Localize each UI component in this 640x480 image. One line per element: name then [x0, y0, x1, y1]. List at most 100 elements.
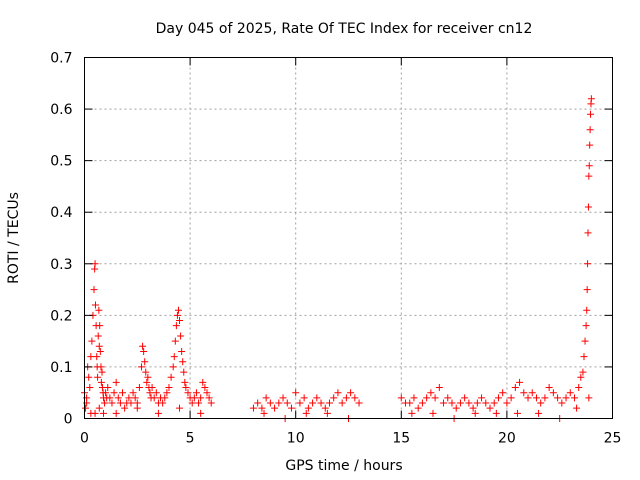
data-point: [112, 378, 120, 386]
data-point: [119, 389, 127, 397]
data-point: [304, 404, 312, 412]
data-point: [545, 384, 553, 392]
data-point: [159, 399, 167, 407]
data-point: [321, 404, 329, 412]
data-point: [101, 399, 109, 407]
data-point: [190, 394, 198, 402]
data-point: [287, 404, 295, 412]
data-point: [473, 399, 481, 407]
data-point: [562, 394, 570, 402]
data-points: [81, 95, 595, 422]
x-tick-label: 10: [287, 431, 305, 447]
data-point: [313, 394, 321, 402]
data-point: [112, 409, 120, 417]
data-point: [192, 389, 200, 397]
data-point: [414, 404, 422, 412]
data-point: [471, 409, 479, 417]
data-point: [490, 399, 498, 407]
data-point: [260, 409, 268, 417]
data-point: [351, 394, 359, 402]
data-point: [181, 378, 189, 386]
data-point: [535, 409, 543, 417]
data-point: [532, 394, 540, 402]
data-point: [121, 404, 129, 412]
data-point: [108, 399, 116, 407]
data-point: [262, 394, 270, 402]
data-point: [163, 389, 171, 397]
data-point: [127, 399, 135, 407]
data-point: [131, 394, 139, 402]
data-point: [275, 399, 283, 407]
data-point: [96, 347, 104, 355]
data-point: [520, 389, 528, 397]
data-point: [325, 399, 333, 407]
data-point: [91, 409, 99, 417]
data-point: [583, 286, 591, 294]
data-point: [143, 378, 151, 386]
data-point: [347, 389, 355, 397]
data-point: [87, 353, 95, 361]
data-point: [440, 399, 448, 407]
data-point: [338, 399, 346, 407]
data-point: [587, 95, 595, 103]
x-tick-label: 20: [498, 431, 516, 447]
data-point: [503, 399, 511, 407]
data-point: [199, 378, 207, 386]
data-point: [427, 389, 435, 397]
data-point: [584, 260, 592, 268]
data-point: [302, 409, 310, 417]
data-point: [423, 394, 431, 402]
data-point: [469, 404, 477, 412]
data-point: [178, 347, 186, 355]
data-point: [110, 389, 118, 397]
data-point: [97, 363, 105, 371]
data-point: [98, 368, 106, 376]
y-tick-label: 0: [64, 412, 73, 428]
data-point: [283, 399, 291, 407]
data-point: [478, 394, 486, 402]
data-point: [586, 141, 594, 149]
data-point: [197, 409, 205, 417]
data-point: [435, 384, 443, 392]
data-point: [141, 358, 149, 366]
data-point: [397, 394, 405, 402]
data-point: [85, 373, 93, 381]
data-point: [201, 384, 209, 392]
data-point: [97, 378, 105, 386]
y-tick-label: 0.3: [50, 257, 72, 273]
data-point: [139, 342, 147, 350]
x-axis-label: GPS time / hours: [285, 458, 402, 474]
data-point: [573, 404, 581, 412]
data-point: [586, 126, 594, 134]
data-point: [86, 384, 94, 392]
data-point: [173, 311, 181, 319]
x-tick-label: 0: [80, 431, 89, 447]
data-point: [410, 394, 418, 402]
data-point: [444, 394, 452, 402]
data-point: [584, 229, 592, 237]
data-point: [317, 399, 325, 407]
data-point: [482, 399, 490, 407]
y-tick-label: 0.1: [50, 360, 72, 376]
data-point: [167, 373, 175, 381]
x-tick-label: 25: [604, 431, 622, 447]
data-point: [582, 322, 590, 330]
data-point: [180, 368, 188, 376]
data-point: [429, 409, 437, 417]
data-point: [537, 399, 545, 407]
data-point: [100, 409, 108, 417]
data-point: [82, 404, 90, 412]
data-point: [114, 394, 122, 402]
data-point: [88, 337, 96, 345]
data-point: [93, 353, 101, 361]
data-point: [583, 306, 591, 314]
data-point: [296, 399, 304, 407]
data-point: [585, 162, 593, 170]
data-point: [279, 394, 287, 402]
data-point: [152, 389, 160, 397]
data-point: [140, 347, 148, 355]
data-point: [104, 384, 112, 392]
data-point: [524, 394, 532, 402]
data-point: [330, 394, 338, 402]
